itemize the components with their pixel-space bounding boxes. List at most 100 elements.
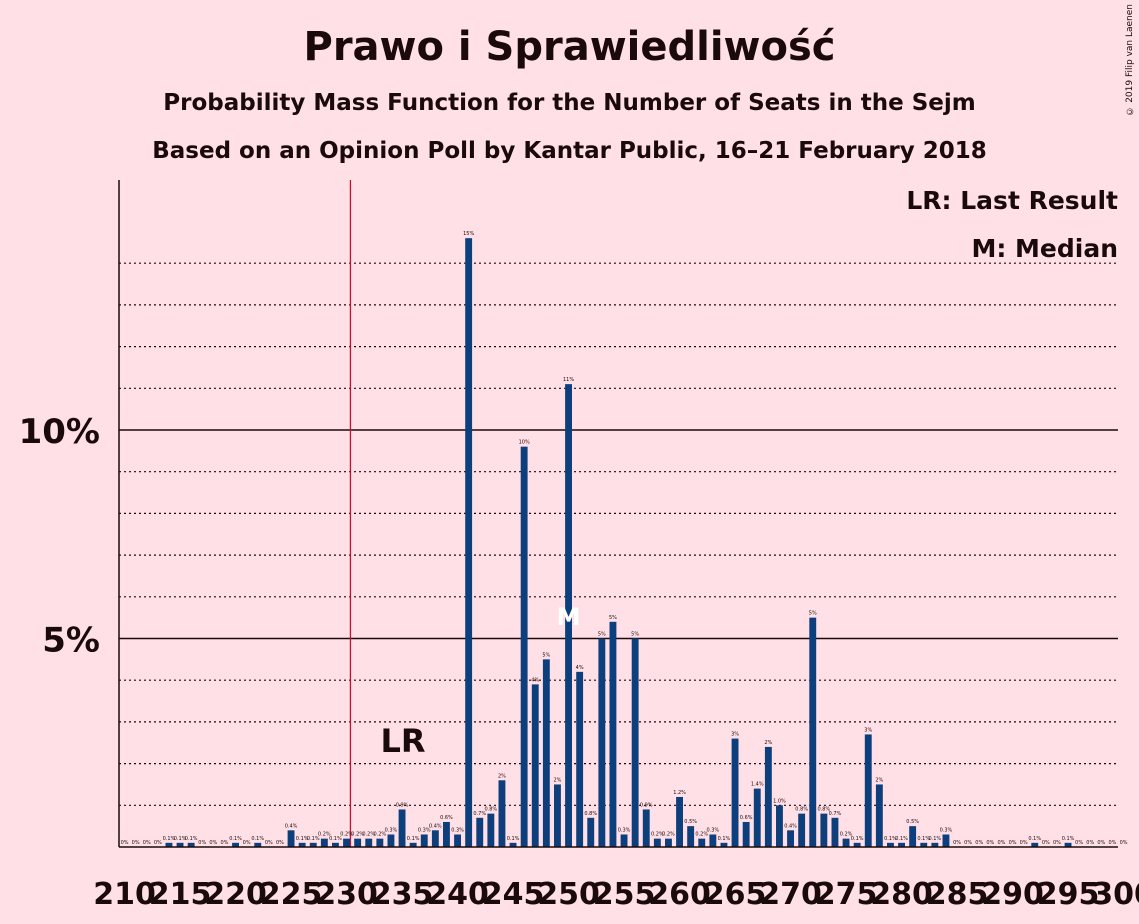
bar-label: 0% [265, 840, 273, 846]
bar-label: 0.2% [340, 832, 353, 838]
bar-label: 0.1% [296, 836, 309, 842]
x-tick-label: 280 [870, 877, 933, 912]
bar-216 [187, 842, 195, 847]
bar-label: 0% [209, 840, 217, 846]
bar-234 [387, 834, 395, 847]
bar-label: 0% [1120, 840, 1128, 846]
bar-label: 2% [553, 777, 561, 783]
x-tick-label: 255 [593, 877, 656, 912]
x-tick-label: 275 [815, 877, 878, 912]
bar-label: 0.9% [640, 802, 653, 808]
bar-label: 10% [519, 440, 530, 446]
bar-label: 5% [598, 632, 606, 638]
bar-label: 0.1% [928, 836, 941, 842]
bar-label: 5% [809, 611, 817, 617]
bar-251 [576, 671, 584, 847]
bar-240 [454, 834, 461, 847]
bar-267 [753, 788, 761, 847]
bar-label: 0% [964, 840, 972, 846]
x-tick-label: 210 [93, 877, 156, 912]
bar-label: 5% [542, 652, 550, 658]
bar-266 [742, 821, 750, 847]
bar-label: 3% [731, 732, 739, 738]
bar-label: 0.2% [651, 832, 664, 838]
bar-237 [420, 834, 428, 847]
bar-231 [354, 838, 362, 847]
bar-269 [776, 805, 783, 847]
bar-label: 0% [243, 840, 251, 846]
bar-270 [787, 830, 794, 847]
bar-label: 0.5% [906, 819, 919, 825]
bar-label: 0.3% [418, 827, 431, 833]
bar-254 [609, 621, 617, 847]
bar-label: 0.8% [484, 807, 497, 813]
bar-label: 0.4% [784, 823, 797, 829]
bar-281 [909, 826, 917, 847]
x-tick-label: 300 [1092, 877, 1139, 912]
x-tick-label: 215 [149, 877, 212, 912]
x-tick-label: 265 [704, 877, 767, 912]
bar-268 [764, 746, 772, 847]
bar-215 [176, 842, 184, 847]
bar-272 [809, 617, 817, 847]
bar-label: 0.1% [307, 836, 320, 842]
bar-label: 2% [764, 740, 772, 746]
bar-label: 0% [154, 840, 162, 846]
bar-label: 0.1% [163, 836, 176, 842]
bar-label: 0% [1108, 840, 1116, 846]
x-tick-label: 220 [204, 877, 267, 912]
y-tick-label: 5% [42, 621, 100, 661]
bar-228 [320, 838, 328, 847]
bar-220 [232, 842, 239, 847]
grid-lines [119, 180, 1118, 847]
bar-label: 5% [609, 615, 617, 621]
bar-label: 0.7% [829, 811, 842, 817]
bar-230 [343, 838, 350, 847]
bar-264 [720, 842, 728, 847]
bar-label: 0% [1086, 840, 1094, 846]
bar-label: 0.8% [584, 811, 597, 817]
bar-262 [698, 838, 706, 847]
x-tick-label: 270 [759, 877, 822, 912]
bar-239 [443, 821, 450, 847]
bar-label: 0% [986, 840, 994, 846]
bar-label: 0.8% [817, 807, 830, 813]
bar-label: 0.3% [618, 827, 631, 833]
bar-label: 0.2% [318, 832, 331, 838]
bar-235 [398, 809, 406, 847]
bar-label: 0.2% [373, 832, 386, 838]
bar-214 [165, 842, 173, 847]
bar-label: 0% [143, 840, 151, 846]
bar-label: 0.1% [884, 836, 897, 842]
bar-label: 0.1% [329, 836, 342, 842]
bar-label: 0.1% [895, 836, 908, 842]
bar-244 [498, 780, 506, 847]
bar-292 [1031, 842, 1039, 847]
bar-label: 0% [1042, 840, 1050, 846]
x-tick-label: 225 [260, 877, 323, 912]
bar-261 [687, 826, 695, 847]
bar-247 [531, 684, 539, 847]
bar-226 [298, 842, 306, 847]
bar-256 [631, 638, 639, 847]
bar-label: 0% [220, 840, 228, 846]
x-tick-label: 295 [1037, 877, 1100, 912]
bar-249 [554, 784, 561, 847]
bar-255 [620, 834, 628, 847]
bar-283 [931, 842, 939, 847]
bar-label: 0% [975, 840, 983, 846]
x-tick-label: 235 [371, 877, 434, 912]
y-tick-label: 10% [19, 412, 100, 452]
bar-229 [332, 842, 339, 847]
bar-label: 0% [953, 840, 961, 846]
bar-label: 0% [1097, 840, 1105, 846]
bar-label: 0.1% [229, 836, 242, 842]
bar-label: 0.4% [285, 823, 298, 829]
bars-group [165, 238, 1072, 847]
bar-278 [875, 784, 883, 847]
bar-284 [942, 834, 950, 847]
x-tick-label: 290 [981, 877, 1044, 912]
bar-276 [853, 842, 861, 847]
bar-label: 0.1% [917, 836, 930, 842]
